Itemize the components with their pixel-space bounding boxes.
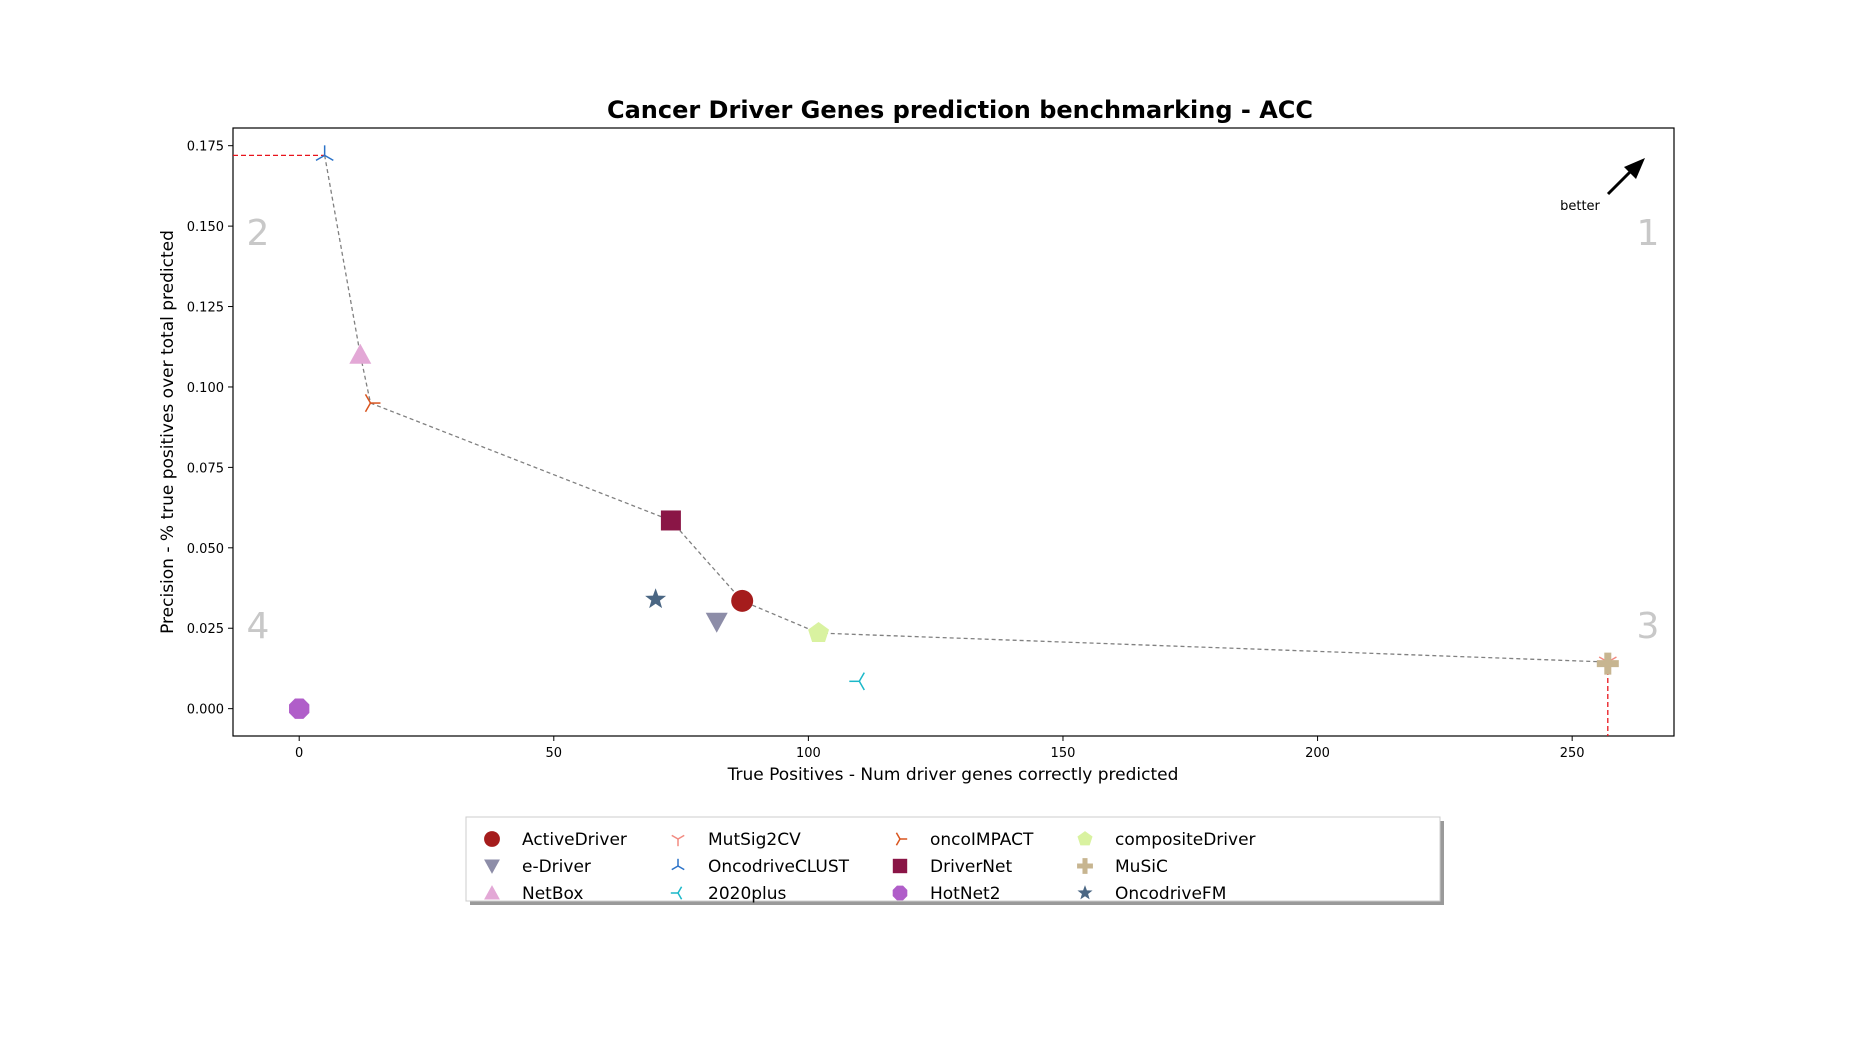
data-point-oncoimpact — [364, 394, 381, 413]
legend-marker-oncodriveclust — [671, 858, 685, 871]
data-point-activedriver — [731, 589, 754, 612]
legend-item-e-driver: e-Driver — [484, 857, 591, 877]
y-axis-ticks: 0.000 0.025 0.050 0.075 0.100 0.125 0.150 0.175 — [187, 140, 233, 718]
x-tick-label: 150 — [1051, 746, 1076, 761]
data-point-oncodriveclust — [315, 145, 334, 161]
quadrant-label-3: 3 — [1637, 606, 1660, 647]
legend-label: MuSiC — [1115, 857, 1168, 877]
data-point-e-driver — [705, 612, 728, 633]
y-tick-label: 0.175 — [187, 140, 224, 155]
legend-item-compositedriver: compositeDriver — [1077, 830, 1256, 850]
legend-label: compositeDriver — [1115, 830, 1256, 850]
pareto-frontier — [324, 155, 1608, 663]
data-point-netbox — [349, 343, 372, 364]
y-tick-label: 0.100 — [187, 381, 224, 396]
y-tick-label: 0.050 — [187, 542, 224, 557]
legend-marker-oncodrivefm — [1077, 885, 1093, 900]
legend: ActiveDriver e-Driver NetBox MutSig2CV Oncod… — [465, 816, 1444, 905]
x-tick-label: 50 — [546, 746, 563, 761]
legend-marker-mutsig2cv — [671, 834, 685, 847]
y-tick-label: 0.025 — [187, 622, 224, 637]
legend-label: OncodriveFM — [1115, 884, 1226, 904]
y-tick-label: 0.075 — [187, 461, 224, 476]
x-tick-label: 0 — [295, 746, 303, 761]
legend-marker-music — [1077, 858, 1093, 874]
legend-item-activedriver: ActiveDriver — [484, 830, 627, 850]
x-tick-label: 200 — [1305, 746, 1330, 761]
x-axis-label: True Positives - Num driver genes correc… — [727, 765, 1179, 785]
legend-label: NetBox — [522, 884, 583, 904]
pareto-frontier-line — [324, 155, 1608, 663]
y-tick-label: 0.125 — [187, 301, 224, 316]
legend-item-mutsig2cv: MutSig2CV — [671, 830, 801, 850]
legend-label: OncodriveCLUST — [708, 857, 850, 877]
legend-item-netbox: NetBox — [484, 884, 583, 904]
legend-label: DriverNet — [930, 857, 1012, 877]
legend-box — [465, 816, 1441, 902]
legend-marker-hotnet2 — [892, 885, 908, 901]
legend-item-hotnet2: HotNet2 — [892, 884, 1001, 904]
data-point-music — [1596, 652, 1619, 675]
reference-lines — [233, 154, 1609, 736]
y-axis-label: Precision - % true positives over total … — [158, 230, 178, 634]
x-tick-label: 100 — [796, 746, 821, 761]
legend-item-oncodriveclust: OncodriveCLUST — [671, 857, 850, 877]
x-tick-label: 250 — [1560, 746, 1585, 761]
legend-marker-2020plus — [670, 886, 683, 900]
data-point-oncodrivefm — [645, 588, 667, 609]
plot-frame — [232, 127, 1675, 737]
quadrant-label-1: 1 — [1637, 213, 1660, 254]
data-points — [289, 145, 1619, 719]
data-point-2020plus — [849, 672, 865, 691]
legend-item-2020plus: 2020plus — [670, 884, 787, 904]
better-arrow-head — [1624, 158, 1645, 179]
legend-marker-compositedriver — [1077, 831, 1093, 846]
data-point-compositedriver — [808, 622, 830, 642]
better-arrow-shaft — [1606, 168, 1634, 196]
y-tick-label: 0.000 — [187, 703, 224, 718]
legend-label: HotNet2 — [930, 884, 1001, 904]
legend-label: e-Driver — [522, 857, 591, 877]
better-label: better — [1560, 199, 1600, 214]
legend-marker-netbox — [484, 885, 500, 900]
legend-item-oncodrivefm: OncodriveFM — [1077, 884, 1226, 904]
better-annotation: better — [1560, 158, 1645, 214]
data-point-drivernet — [660, 510, 681, 531]
legend-marker-oncoimpact — [895, 832, 908, 846]
legend-marker-e-driver — [484, 859, 500, 874]
legend-marker-activedriver — [484, 831, 500, 847]
y-tick-label: 0.150 — [187, 220, 224, 235]
legend-item-drivernet: DriverNet — [892, 857, 1012, 877]
legend-label: 2020plus — [708, 884, 787, 904]
legend-item-oncoimpact: oncoIMPACT — [895, 830, 1034, 850]
quadrant-label-2: 2 — [247, 213, 270, 254]
data-point-hotnet2 — [289, 698, 310, 719]
legend-marker-drivernet — [892, 858, 908, 874]
chart-title: Cancer Driver Genes prediction benchmark… — [607, 96, 1313, 124]
quadrant-label-4: 4 — [247, 606, 270, 647]
legend-label: MutSig2CV — [708, 830, 801, 850]
legend-label: oncoIMPACT — [930, 830, 1034, 850]
x-axis-ticks: 0 50 100 150 200 250 — [295, 736, 1585, 761]
plot-area — [232, 127, 1675, 737]
legend-item-music: MuSiC — [1077, 857, 1168, 877]
legend-label: ActiveDriver — [522, 830, 627, 850]
